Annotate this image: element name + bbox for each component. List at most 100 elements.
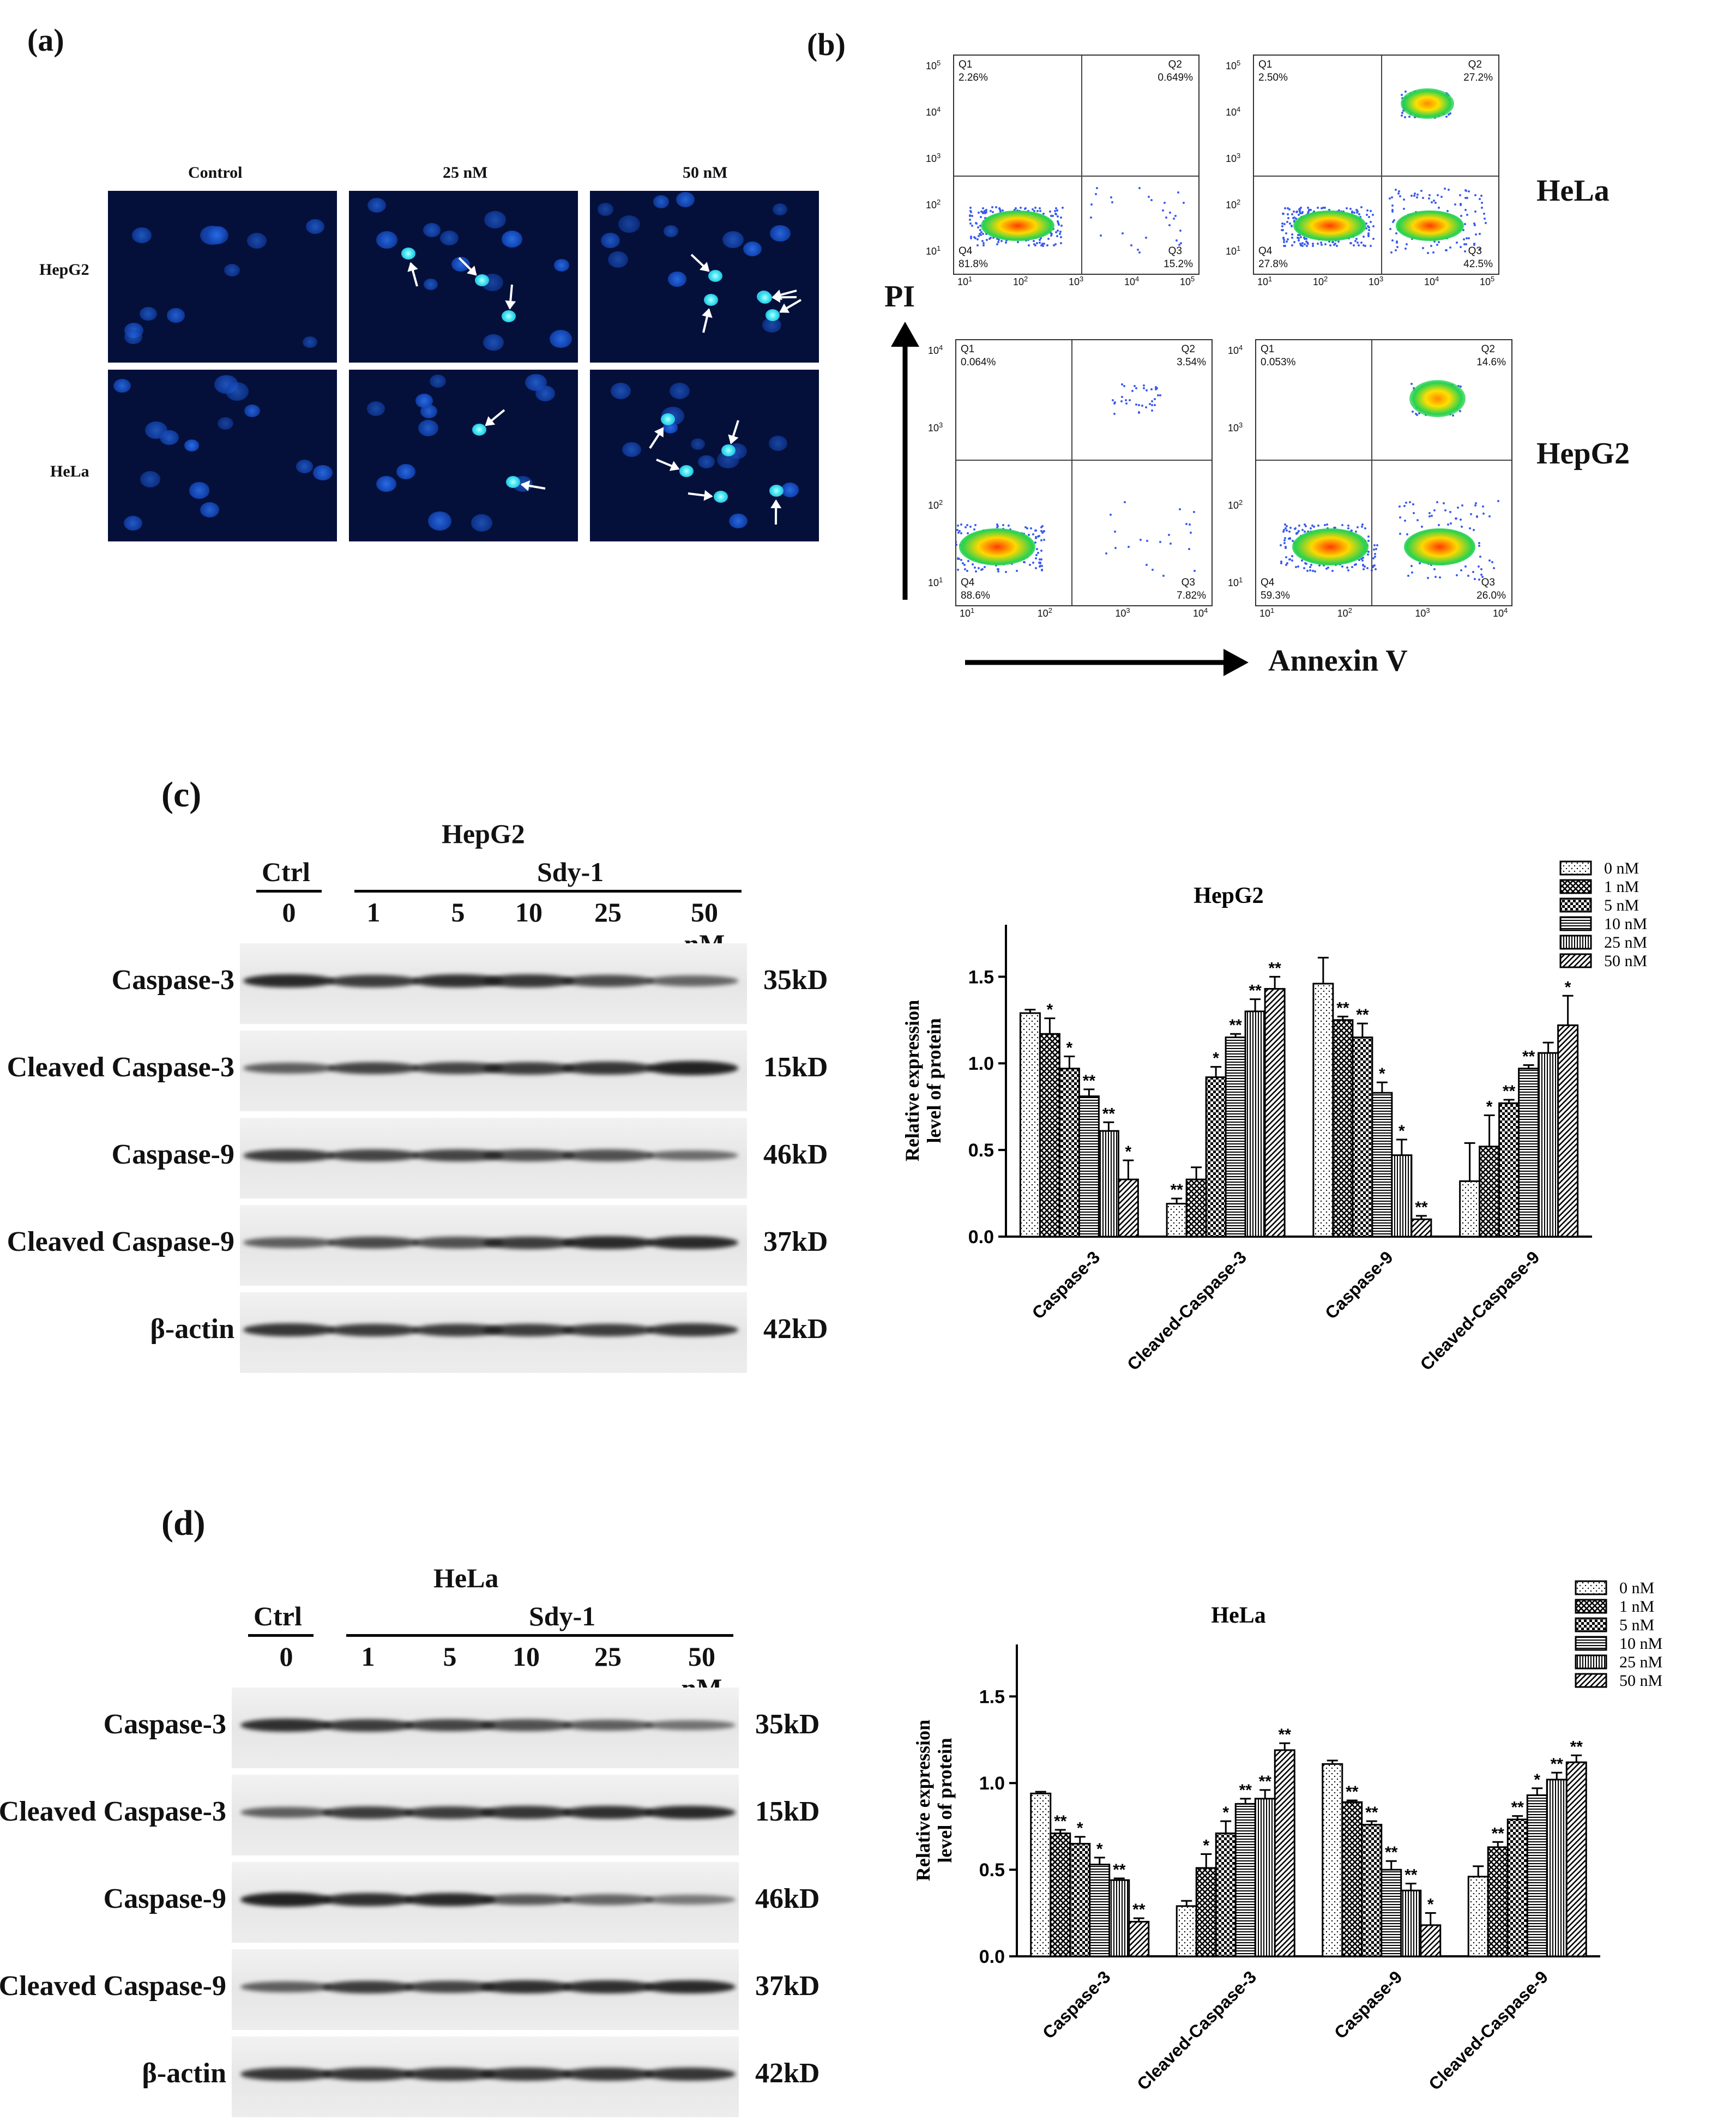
x-tick-label: 103 [1069,275,1084,287]
event-dot [1376,544,1378,546]
event-dot [1396,246,1399,249]
bar [1322,1763,1343,1957]
event-dot [1361,523,1364,526]
lane-label: 1 [361,1641,375,1672]
band [483,1323,575,1336]
event-dot [1183,202,1185,204]
x-tick-label: 104 [1493,606,1508,619]
event-dot [1405,243,1408,246]
event-dot [985,209,987,212]
event-dot [1399,516,1401,519]
treatment-label: Sdy-1 [529,1601,596,1631]
band [243,974,335,988]
band [240,1981,332,1992]
event-dot [1365,227,1367,230]
event-dot [1154,386,1157,389]
event-dot [1426,251,1429,254]
event-dot [1301,242,1304,244]
event-dot [1034,206,1037,209]
event-dot [1035,553,1038,556]
event-dot [1421,197,1424,200]
event-dot [1371,566,1374,568]
event-dot [1297,234,1299,237]
event-dot [1416,414,1419,417]
tick-exponent: 3 [1426,606,1430,614]
event-dot [1356,242,1359,244]
event-dot [1283,207,1286,210]
event-dot [967,560,969,563]
chart-title: HepG2 [1194,883,1263,908]
event-dot [1431,514,1433,517]
event-dot [970,211,973,214]
event-dot [1324,524,1327,527]
event-dot [1291,555,1294,557]
bar [1487,1846,1509,1957]
event-dot [1165,216,1168,219]
significance-label: ** [1229,1016,1242,1034]
nucleus [471,514,492,532]
event-dot [1322,207,1324,209]
event-dot [1299,243,1301,245]
event-dot [1303,531,1306,533]
event-dot [1135,403,1138,406]
event-dot [1294,565,1297,568]
event-dot [974,566,976,569]
quadrant-line-horizontal [956,459,1211,461]
tick-exponent: 3 [939,421,943,429]
tick-exponent: 2 [1024,275,1028,283]
legend-swatch [1559,879,1592,894]
ctrl-label: Ctrl [254,1601,302,1631]
event-dot [996,238,999,240]
arrow-icon [508,284,513,309]
event-dot [1051,215,1054,218]
band [647,1236,738,1250]
nucleus [598,203,614,216]
event-dot [1466,237,1468,240]
event-dot [957,557,960,559]
event-dot [1454,517,1457,520]
arrow-icon [690,254,710,272]
event-dot [1416,193,1419,196]
nucleus [676,192,695,207]
event-dot [1354,564,1357,567]
band [480,1719,572,1731]
nucleus [244,405,261,418]
event-dot [1325,523,1328,526]
event-dot [1479,555,1481,558]
event-dot [1331,569,1334,572]
quadrant-line-vertical [1371,340,1372,605]
event-dot [996,526,998,529]
event-dot [1323,207,1326,209]
event-dot [1364,244,1366,247]
nucleus [113,378,131,393]
legend-label: 0 nM [1619,1579,1654,1597]
significance-label: * [1066,1039,1073,1057]
blot-kd-label: 15kD [755,1796,820,1827]
event-dot [1298,525,1300,527]
event-dot [1434,201,1437,204]
bar [1264,988,1286,1238]
event-dot [1034,557,1037,560]
event-dot [1293,210,1295,213]
event-dot [1149,403,1152,406]
bar [1557,1024,1579,1238]
significance-label: * [1399,1122,1405,1140]
event-dot [1456,506,1459,509]
event-dot [1281,222,1283,225]
x-tick-label: 105 [1480,275,1495,287]
event-dot [1145,406,1148,408]
tick-exponent: 4 [939,344,943,352]
band [480,2068,572,2081]
event-dot [1430,564,1432,567]
flow-plot: Q1 0.064% Q2 3.54% Q3 7.82% Q4 88.6% [955,339,1213,606]
band [480,1980,572,1994]
band [243,1323,335,1336]
band [562,1894,654,1905]
event-dot [1140,539,1142,541]
event-dot [1350,242,1353,244]
event-dot [1291,539,1294,542]
event-dot [1151,400,1154,403]
panel-label-d: (d) [161,1503,206,1543]
treatment-line [354,890,742,893]
event-dot [1028,244,1030,247]
